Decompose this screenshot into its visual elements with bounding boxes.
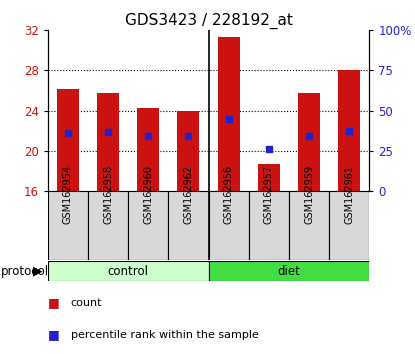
Bar bbox=[57, 90, 79, 191]
Text: percentile rank within the sample: percentile rank within the sample bbox=[71, 330, 259, 339]
Text: diet: diet bbox=[278, 265, 300, 278]
Bar bbox=[298, 92, 320, 191]
Text: GSM162958: GSM162958 bbox=[103, 165, 113, 224]
Text: count: count bbox=[71, 298, 102, 308]
Bar bbox=[128, 191, 168, 260]
Bar bbox=[168, 191, 209, 260]
Bar bbox=[209, 261, 369, 281]
Text: GSM162954: GSM162954 bbox=[63, 165, 73, 224]
Bar bbox=[338, 70, 360, 191]
Bar bbox=[329, 191, 369, 260]
Bar bbox=[97, 92, 119, 191]
Text: GSM162956: GSM162956 bbox=[224, 165, 234, 224]
Text: control: control bbox=[107, 265, 149, 278]
Text: GSM162960: GSM162960 bbox=[143, 165, 153, 224]
Text: GSM162962: GSM162962 bbox=[183, 165, 193, 224]
Bar bbox=[88, 191, 128, 260]
Bar bbox=[137, 108, 159, 191]
Bar bbox=[177, 110, 200, 191]
Bar bbox=[249, 191, 289, 260]
Text: ▶: ▶ bbox=[33, 265, 43, 278]
Bar bbox=[48, 261, 209, 281]
Text: ■: ■ bbox=[48, 328, 59, 341]
Bar bbox=[48, 191, 88, 260]
Text: GSM162959: GSM162959 bbox=[304, 165, 314, 224]
Text: protocol: protocol bbox=[1, 265, 49, 278]
Title: GDS3423 / 228192_at: GDS3423 / 228192_at bbox=[124, 12, 293, 29]
Text: ■: ■ bbox=[48, 296, 59, 309]
Bar bbox=[258, 164, 280, 191]
Text: GSM162957: GSM162957 bbox=[264, 165, 274, 224]
Bar bbox=[209, 191, 249, 260]
Bar bbox=[217, 37, 240, 191]
Text: GSM162961: GSM162961 bbox=[344, 165, 354, 224]
Bar bbox=[289, 191, 329, 260]
